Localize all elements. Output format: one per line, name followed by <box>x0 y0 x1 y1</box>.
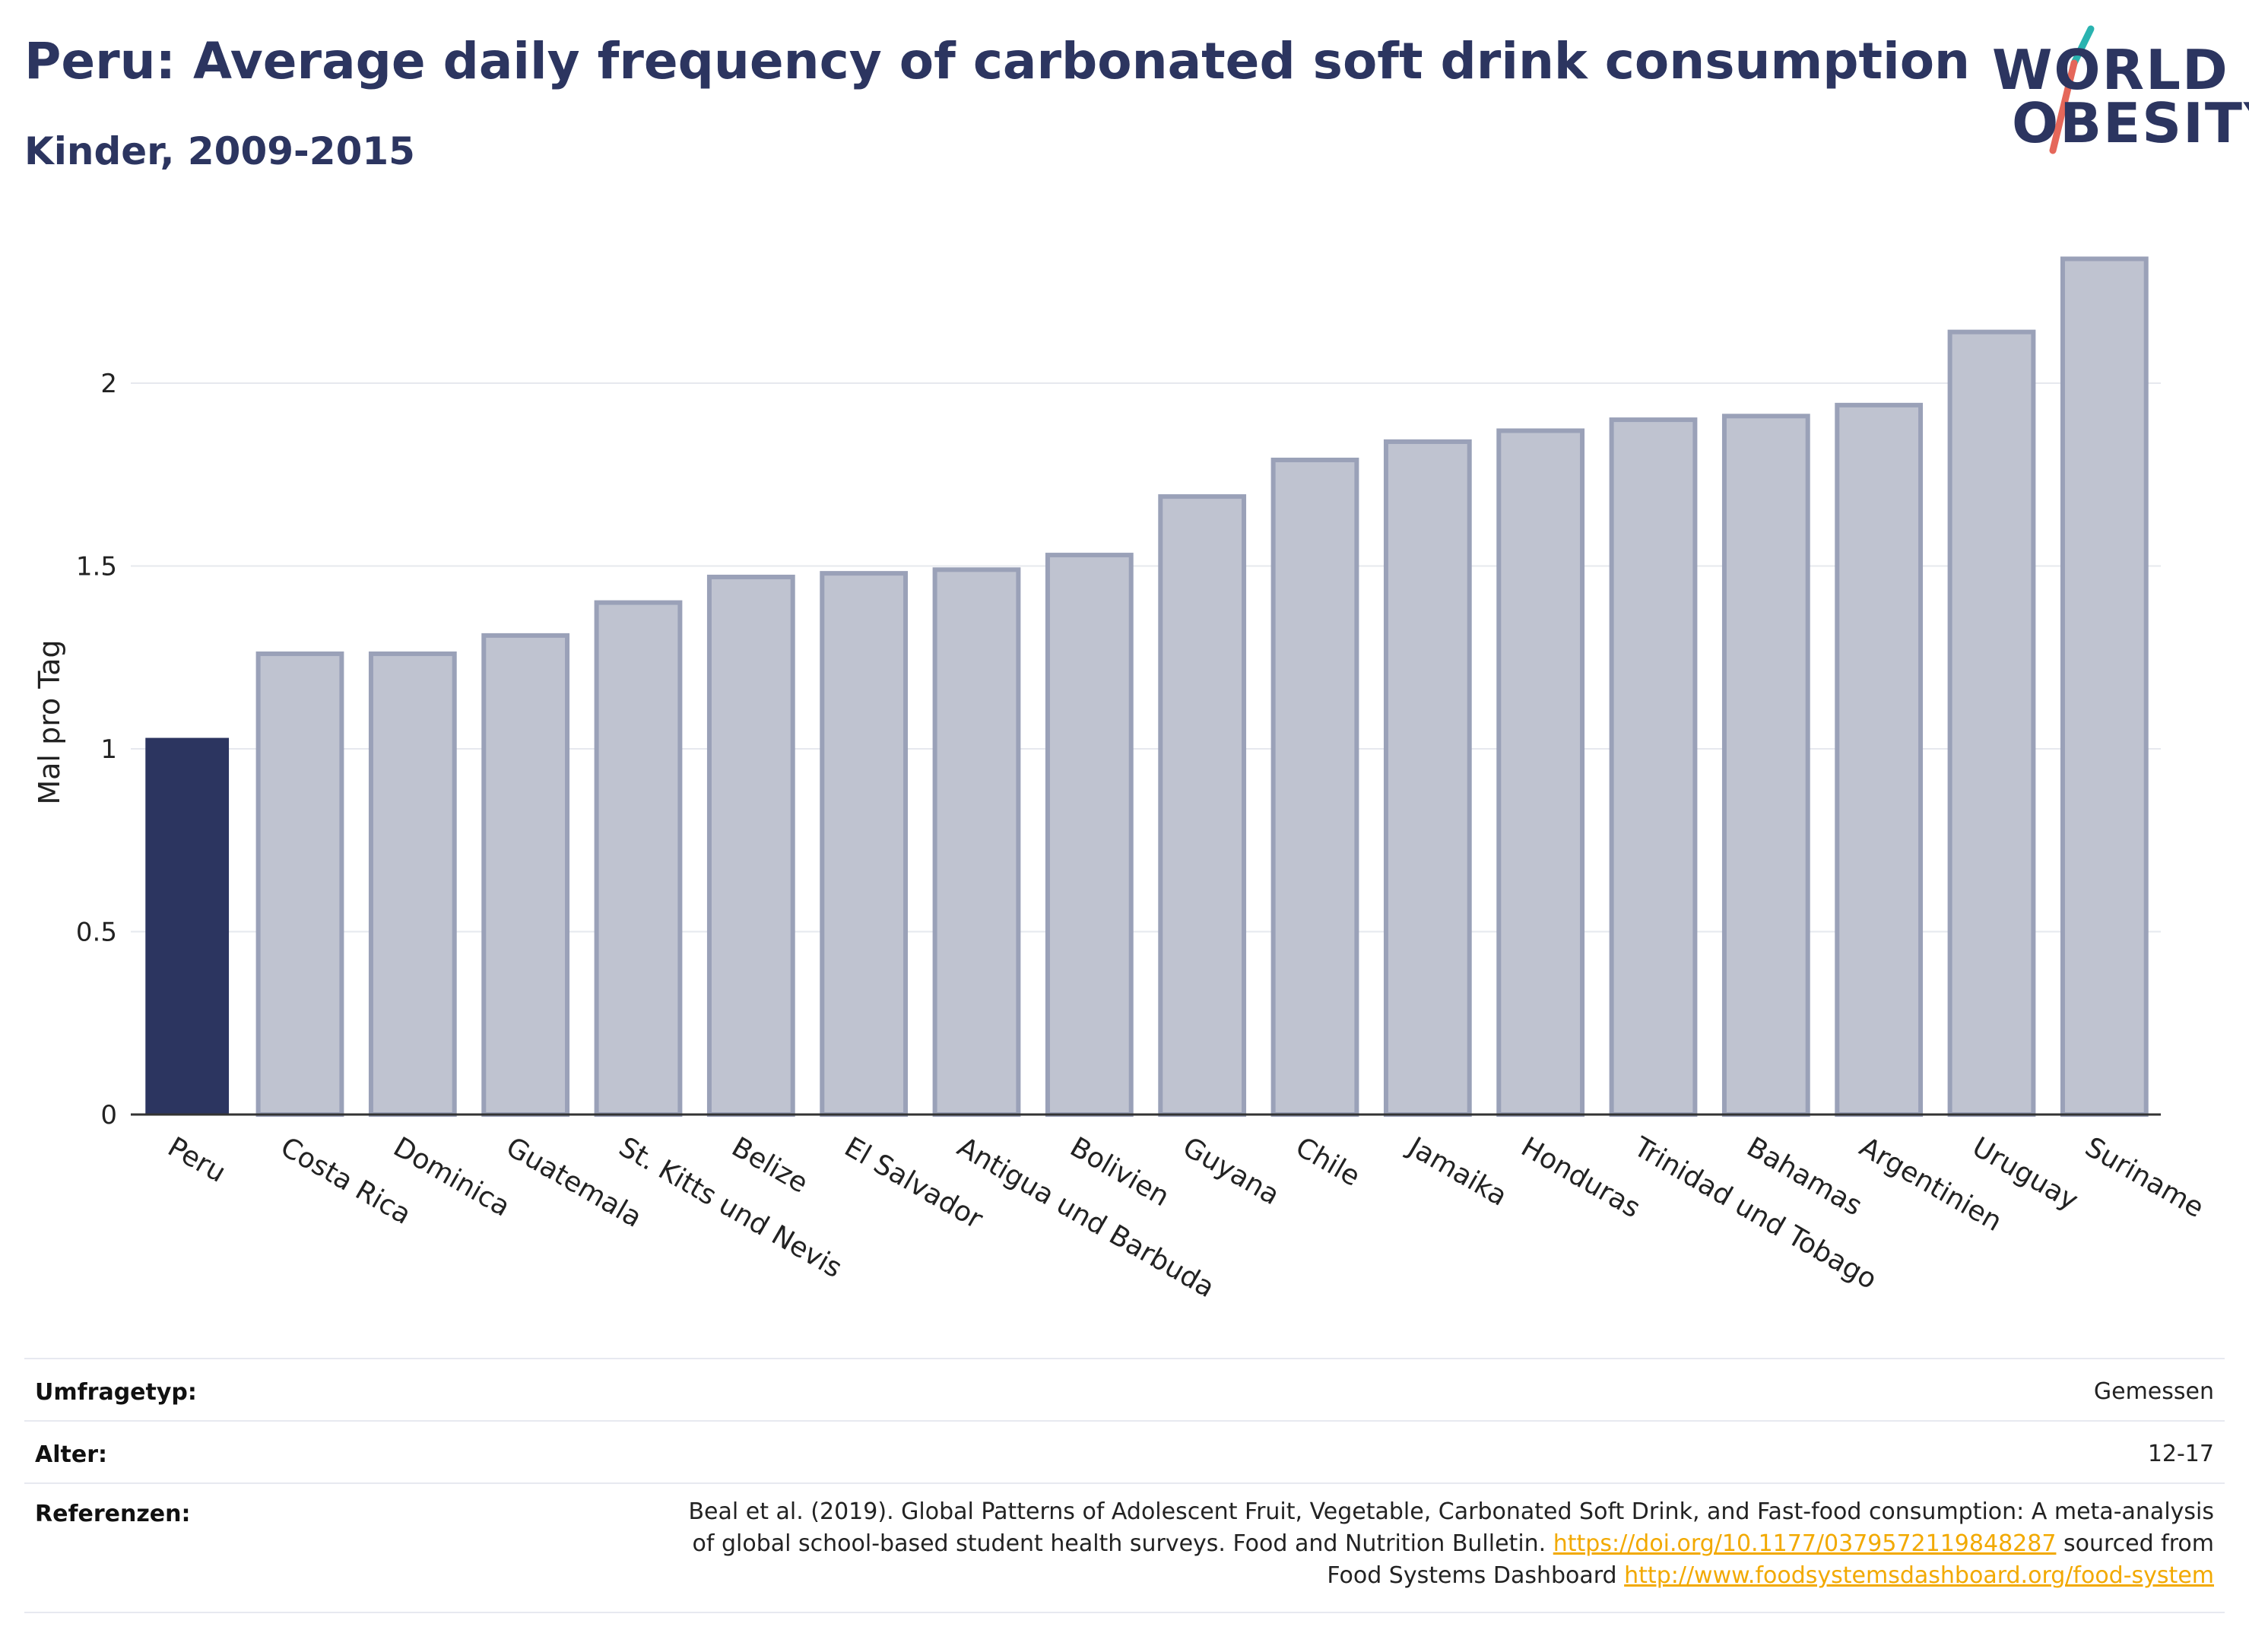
meta-key-references: Referenzen: <box>35 1501 191 1527</box>
bar <box>255 651 344 1117</box>
bar <box>1045 553 1134 1117</box>
reference-line-3: Food Systems Dashboard http://www.foodsy… <box>541 1560 2214 1592</box>
y-tick-label: 2 <box>100 369 117 399</box>
y-tick-label: 1.5 <box>76 552 117 582</box>
doi-link[interactable]: https://doi.org/10.1177/0379572119848287 <box>1553 1530 2057 1557</box>
meta-key-survey-type: Umfragetyp: <box>35 1379 197 1406</box>
x-tick-label: Peru <box>163 1131 231 1189</box>
x-tick-label: Chile <box>1290 1131 1366 1193</box>
chart-title: Peru: Average daily frequency of carbona… <box>24 32 1971 90</box>
table-bottom-border <box>24 1612 2225 1613</box>
food-systems-link[interactable]: http://www.foodsystemsdashboard.org/food… <box>1624 1562 2214 1589</box>
reference-text-3: sourced from <box>2063 1530 2214 1557</box>
bar <box>2060 256 2149 1118</box>
bar <box>481 633 570 1117</box>
bar <box>1609 417 1698 1118</box>
logo-word-line2: OBESITY <box>2012 91 2249 155</box>
logo-slash-icon <box>2049 25 2095 154</box>
meta-key-age: Alter: <box>35 1441 107 1468</box>
meta-value-references: Beal et al. (2019). Global Patterns of A… <box>541 1496 2214 1592</box>
bar <box>820 571 909 1117</box>
y-tick-label: 1 <box>100 734 117 765</box>
reference-text-2: of global school-based student health su… <box>692 1530 1546 1557</box>
bar <box>1835 402 1924 1117</box>
bar <box>932 567 1021 1117</box>
x-tick-label: Suriname <box>2079 1131 2209 1224</box>
x-tick-label: Guyana <box>1178 1131 1285 1211</box>
y-axis-label: Mal pro Tag <box>33 639 66 804</box>
bar <box>1270 458 1359 1117</box>
bar <box>594 600 683 1117</box>
x-tick-label: Honduras <box>1516 1131 1645 1224</box>
meta-row-references: Referenzen: Beal et al. (2019). Global P… <box>24 1482 2225 1613</box>
world-obesity-logo: WORLD OBESITY <box>1977 21 2249 158</box>
bar <box>1158 494 1247 1117</box>
bar <box>1947 329 2036 1117</box>
meta-value-survey-type: Gemessen <box>2093 1378 2214 1405</box>
meta-value-age: 12-17 <box>2147 1441 2214 1467</box>
reference-line-2: of global school-based student health su… <box>541 1528 2214 1560</box>
bar <box>1383 439 1472 1117</box>
bar <box>706 574 795 1117</box>
y-tick-label: 0 <box>100 1100 117 1130</box>
meta-row-survey-type: Umfragetyp: Gemessen <box>24 1358 2225 1422</box>
x-tick-label: Belize <box>726 1131 813 1199</box>
meta-row-age: Alter: 12-17 <box>24 1420 2225 1484</box>
logo-word-line1: WORLD <box>1992 38 2229 102</box>
chart-subtitle: Kinder, 2009-2015 <box>24 129 415 173</box>
y-tick-label: 0.5 <box>76 918 117 948</box>
reference-line-1: Beal et al. (2019). Global Patterns of A… <box>688 1498 2214 1525</box>
x-tick-label: Jamaika <box>1402 1130 1512 1213</box>
bar <box>145 737 230 1115</box>
bar <box>368 651 457 1117</box>
bar <box>1496 428 1585 1117</box>
reference-text-4: Food Systems Dashboard <box>1327 1562 1617 1589</box>
bar <box>1721 414 1810 1118</box>
